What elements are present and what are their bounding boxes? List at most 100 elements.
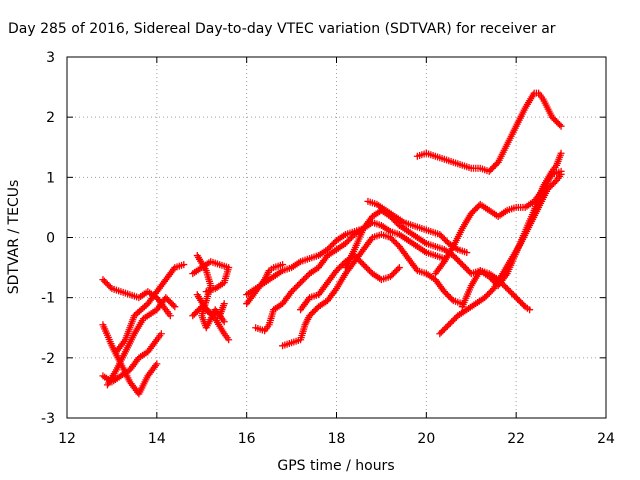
- data-point: [358, 259, 366, 267]
- data-point: [448, 318, 456, 326]
- data-point: [225, 336, 233, 344]
- data-point: [503, 285, 511, 293]
- data-point: [463, 265, 471, 273]
- data-point: [485, 167, 493, 175]
- data-point: [361, 262, 369, 270]
- data-point: [553, 118, 561, 126]
- data-point: [466, 268, 474, 276]
- data-point: [364, 265, 372, 273]
- data-point: [220, 318, 228, 326]
- series-13: [279, 230, 466, 350]
- data-point: [488, 164, 496, 172]
- data-point: [220, 300, 228, 308]
- data-point: [192, 309, 200, 317]
- data-point: [520, 301, 528, 309]
- data-point: [389, 237, 397, 245]
- data-point: [506, 288, 514, 296]
- data-point: [557, 170, 565, 178]
- y-tick-label: 3: [46, 50, 55, 66]
- y-tick-label: 1: [46, 170, 55, 186]
- data-point: [490, 277, 498, 285]
- data-point: [365, 267, 373, 275]
- data-point: [487, 274, 495, 282]
- data-point: [102, 279, 110, 287]
- data-point: [469, 208, 477, 216]
- data-point: [446, 294, 454, 302]
- data-point: [307, 310, 315, 318]
- x-axis-label: GPS time / hours: [277, 458, 394, 474]
- data-point: [105, 282, 113, 290]
- data-point: [550, 115, 558, 123]
- data-point: [292, 283, 300, 291]
- series-16: [364, 197, 471, 257]
- data-point: [485, 289, 493, 297]
- series-17: [413, 89, 565, 175]
- data-point: [514, 295, 522, 303]
- data-point: [389, 270, 397, 278]
- data-point: [556, 121, 564, 129]
- y-tick-label: 2: [46, 110, 55, 126]
- data-point: [106, 283, 114, 291]
- data-point: [445, 321, 453, 329]
- data-point: [100, 277, 108, 285]
- series-20: [458, 149, 565, 311]
- data-point: [484, 291, 492, 299]
- data-point: [457, 259, 465, 267]
- data-point: [346, 235, 354, 243]
- series-11: [243, 261, 287, 308]
- data-point: [294, 282, 302, 290]
- data-point: [467, 209, 475, 217]
- series-2: [99, 330, 165, 386]
- data-point: [436, 230, 444, 238]
- data-point: [189, 312, 197, 320]
- data-point: [171, 303, 179, 311]
- data-point: [333, 267, 340, 275]
- data-point: [437, 328, 445, 336]
- data-point: [99, 276, 107, 284]
- y-tick-label: -2: [41, 351, 55, 367]
- data-point: [490, 163, 498, 171]
- data-point: [343, 238, 351, 246]
- data-point: [295, 280, 303, 288]
- data-point: [327, 243, 335, 251]
- data-point: [551, 178, 559, 186]
- data-point: [310, 307, 318, 315]
- data-point: [437, 232, 445, 240]
- data-point: [298, 277, 306, 285]
- x-tick-label: 16: [238, 431, 256, 447]
- data-point: [335, 264, 343, 272]
- data-point: [439, 327, 447, 335]
- data-point: [388, 235, 396, 243]
- data-point: [301, 274, 309, 282]
- data-point: [306, 312, 314, 320]
- data-point: [443, 291, 451, 299]
- x-tick-label: 14: [148, 431, 166, 447]
- data-point: [551, 116, 559, 124]
- data-point: [153, 360, 161, 368]
- data-point: [289, 286, 297, 294]
- data-point: [395, 264, 403, 272]
- data-point: [488, 276, 496, 284]
- data-point: [394, 265, 402, 273]
- data-point: [356, 258, 364, 266]
- data-point: [451, 253, 459, 261]
- data-point: [508, 289, 516, 297]
- data-point: [485, 273, 493, 281]
- data-point: [353, 255, 361, 263]
- series-5: [103, 294, 179, 389]
- data-point: [344, 237, 352, 245]
- data-point: [515, 297, 523, 305]
- data-point: [157, 330, 165, 338]
- data-point: [502, 283, 510, 291]
- series-9: [193, 252, 228, 332]
- data-point: [163, 295, 171, 303]
- data-point: [279, 261, 287, 269]
- y-axis-label: SDTVAR / TECUs: [6, 180, 22, 295]
- data-point: [309, 309, 317, 317]
- data-point: [442, 237, 450, 245]
- y-tick-label: -3: [41, 411, 55, 427]
- x-tick-label: 22: [507, 431, 525, 447]
- data-point: [190, 310, 198, 318]
- data-point: [355, 256, 363, 264]
